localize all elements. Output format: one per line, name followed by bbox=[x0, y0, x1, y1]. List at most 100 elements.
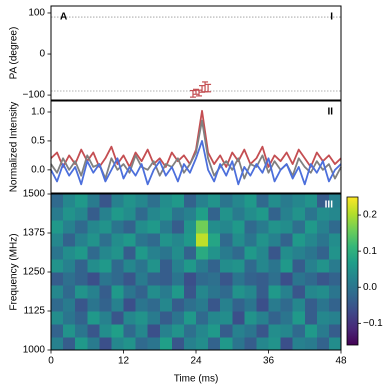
heatmap-cell bbox=[75, 272, 88, 286]
heatmap-cell bbox=[159, 259, 173, 273]
heatmap-cell bbox=[220, 194, 233, 208]
heatmap-cell bbox=[256, 311, 269, 325]
heatmap-cell bbox=[220, 246, 233, 260]
heatmap-cell bbox=[171, 272, 185, 286]
heatmap-cell bbox=[183, 246, 197, 260]
heatmap-cell bbox=[51, 337, 64, 351]
y-tick-label: 1375 bbox=[23, 228, 46, 239]
heatmap-cell bbox=[328, 337, 342, 351]
heatmap-cell bbox=[232, 311, 245, 325]
heatmap-cell bbox=[220, 272, 233, 286]
y-tick-label: 1.0 bbox=[31, 107, 45, 118]
heatmap-cell bbox=[316, 194, 330, 208]
heatmap-cell bbox=[244, 194, 257, 208]
heatmap-cell bbox=[196, 324, 209, 338]
heatmap-cell bbox=[268, 285, 281, 299]
heatmap-cell bbox=[292, 233, 306, 247]
heatmap-cell bbox=[280, 285, 293, 299]
error-bar bbox=[193, 88, 199, 95]
heatmap-cell bbox=[268, 298, 281, 312]
heatmap-cell bbox=[159, 337, 173, 351]
heatmap-cell bbox=[292, 324, 306, 338]
heatmap-cell bbox=[147, 207, 161, 221]
heatmap-cell bbox=[99, 194, 112, 208]
y-tick-label: 1000 bbox=[23, 345, 46, 356]
heatmap-cell bbox=[268, 259, 281, 273]
heatmap-cell bbox=[208, 311, 221, 325]
colorbar-tick-label: 0.2 bbox=[363, 210, 377, 221]
heatmap-cell bbox=[183, 220, 197, 234]
heatmap-cell bbox=[147, 298, 161, 312]
heatmap-cell bbox=[87, 272, 100, 286]
heatmap-cell bbox=[304, 207, 318, 221]
heatmap-cell bbox=[244, 337, 257, 351]
heatmap-cell bbox=[208, 337, 221, 351]
heatmap-cell bbox=[328, 194, 342, 208]
heatmap-cell bbox=[208, 272, 221, 286]
heatmap-cell bbox=[63, 337, 76, 351]
heatmap-cell bbox=[220, 337, 233, 351]
series-line bbox=[50, 140, 342, 186]
heatmap-cell bbox=[304, 246, 318, 260]
heatmap-cell bbox=[244, 233, 257, 247]
heatmap-cell bbox=[51, 285, 64, 299]
heatmap-cell bbox=[292, 311, 306, 325]
heatmap-cell bbox=[220, 285, 233, 299]
heatmap-cell bbox=[135, 311, 148, 325]
heatmap-cell bbox=[244, 298, 257, 312]
heatmap-cell bbox=[87, 285, 100, 299]
heatmap-cell bbox=[196, 220, 209, 234]
x-tick-label: 36 bbox=[263, 356, 275, 367]
heatmap-cell bbox=[111, 220, 124, 234]
heatmap-cell bbox=[87, 298, 100, 312]
panel-number: III bbox=[325, 200, 334, 211]
heatmap-cell bbox=[328, 285, 342, 299]
heatmap-cell bbox=[123, 324, 136, 338]
heatmap-cell bbox=[328, 272, 342, 286]
error-bar bbox=[196, 89, 203, 97]
heatmap-cell bbox=[111, 259, 124, 273]
heatmap-cell bbox=[135, 246, 148, 260]
heatmap-cell bbox=[123, 246, 136, 260]
heatmap-cell bbox=[208, 259, 221, 273]
heatmap-cell bbox=[135, 194, 148, 208]
heatmap-cell bbox=[316, 311, 330, 325]
heatmap-cell bbox=[99, 246, 112, 260]
heatmap-cell bbox=[232, 220, 245, 234]
heatmap-cell bbox=[196, 246, 209, 260]
heatmap-cell bbox=[111, 207, 124, 221]
heatmap-cell bbox=[196, 285, 209, 299]
heatmap-cell bbox=[99, 337, 112, 351]
heatmap-cell bbox=[256, 194, 269, 208]
heatmap-cell bbox=[159, 207, 173, 221]
heatmap-cell bbox=[232, 337, 245, 351]
heatmap-cell bbox=[292, 207, 306, 221]
heatmap-cell bbox=[171, 337, 185, 351]
heatmap-cell bbox=[304, 272, 318, 286]
y-tick-label: −100 bbox=[22, 90, 45, 101]
heatmap-cell bbox=[159, 324, 173, 338]
heatmap-cell bbox=[256, 233, 269, 247]
heatmap-cell bbox=[328, 298, 342, 312]
heatmap-cell bbox=[280, 194, 293, 208]
heatmap-cell bbox=[328, 233, 342, 247]
heatmap-cell bbox=[196, 233, 209, 247]
heatmap-cell bbox=[159, 311, 173, 325]
heatmap-cell bbox=[183, 259, 197, 273]
heatmap-cell bbox=[280, 233, 293, 247]
x-tick-label: 12 bbox=[118, 356, 130, 367]
heatmap-cell bbox=[147, 246, 161, 260]
heatmap-cell bbox=[171, 259, 185, 273]
heatmap-cell bbox=[147, 272, 161, 286]
heatmap-cell bbox=[135, 324, 148, 338]
heatmap-cell bbox=[75, 298, 88, 312]
heatmap-cell bbox=[159, 220, 173, 234]
panel-number: I bbox=[330, 12, 333, 23]
heatmap-cell bbox=[123, 337, 136, 351]
heatmap-cell bbox=[304, 233, 318, 247]
heatmap-cell bbox=[208, 220, 221, 234]
heatmap-cell bbox=[63, 207, 76, 221]
heatmap-cell bbox=[268, 233, 281, 247]
heatmap-cell bbox=[111, 311, 124, 325]
